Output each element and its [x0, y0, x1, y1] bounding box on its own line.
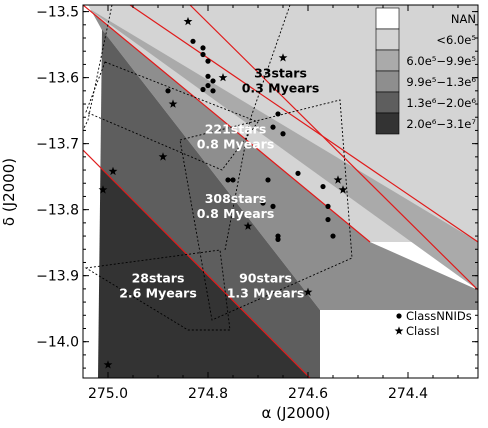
classnnid-point	[270, 203, 276, 209]
band-boundaries	[83, 5, 478, 378]
classnnid-point	[200, 86, 206, 93]
classnnid-point	[205, 58, 211, 64]
y-tick-label: −13.5	[36, 5, 79, 21]
region-label-5: 28stars 2.6 Myears	[119, 270, 197, 300]
classnnid-point	[190, 38, 196, 44]
legend: NAN <6.0e⁵ 6.0e⁵−9.9e⁵ 9.9e⁵−1.3e⁶ 1.3e⁶−2.0…	[375, 7, 476, 338]
classi-point	[218, 73, 228, 82]
legend-label: <6.0e⁵	[436, 33, 476, 47]
legend-swatch	[375, 112, 400, 135]
density-band-4	[83, 5, 320, 378]
classnnid-point	[205, 73, 211, 79]
legend-star-marker	[394, 326, 404, 335]
classnnid-point	[325, 203, 331, 209]
band-boundary-line	[83, 149, 311, 378]
density-band-3	[83, 5, 478, 310]
y-tick-label: −13.9	[36, 269, 79, 285]
classi-point	[338, 185, 348, 194]
region-labels: 33stars 0.3 Myears 221stars 0.8 Myears 308st…	[119, 66, 319, 301]
classnnid-point	[165, 88, 171, 94]
classnnid-point	[205, 82, 211, 89]
region-label-4: 90stars 1.3 Myears	[227, 270, 305, 300]
classnnid-point	[230, 177, 236, 183]
legend-series-label: ClassI	[406, 324, 440, 338]
survey-field-outlines	[83, 5, 353, 331]
classnnid-point	[265, 177, 271, 183]
region-label-3: 308stars 0.8 Myears	[197, 191, 275, 221]
band-boundary-line	[83, 5, 371, 243]
classnnid-point	[295, 170, 301, 176]
classnnid-point	[210, 78, 216, 84]
x-tick-label: 275.0	[88, 386, 128, 402]
classi-point	[303, 287, 313, 296]
classnnid-point	[260, 200, 266, 206]
classi-point	[278, 53, 288, 62]
classi-point	[168, 99, 178, 108]
classnnid-point	[270, 124, 276, 130]
x-tick-label: 274.4	[388, 386, 428, 402]
legend-label: 1.3e⁶−2.0e⁶	[406, 96, 476, 110]
nan-region	[320, 310, 478, 378]
legend-label: 2.0e⁶−3.1e⁷	[406, 117, 476, 131]
survey-field-outline	[83, 5, 113, 131]
classi-point	[98, 185, 108, 194]
classi-point	[103, 360, 113, 369]
region-label-2: 221stars 0.8 Myears	[197, 122, 275, 152]
survey-field-outline	[179, 99, 353, 321]
classnnid-point	[200, 51, 206, 58]
classnnid-point	[280, 131, 286, 137]
classnnid-point	[225, 177, 231, 183]
x-tick-label: 274.6	[288, 386, 328, 402]
legend-circle-marker	[396, 313, 402, 319]
survey-field-outline	[84, 249, 231, 331]
density-band-2	[83, 5, 478, 290]
y-tick-label: −13.6	[36, 71, 79, 87]
survey-field-outline	[85, 61, 259, 171]
band-boundary-line	[129, 5, 478, 243]
classnnid-point	[320, 183, 326, 190]
legend-swatch	[375, 49, 400, 72]
y-tick-label: −14.0	[36, 335, 79, 351]
legend-swatch	[375, 7, 400, 30]
classi-point	[158, 152, 168, 161]
x-tick-label: 274.8	[188, 386, 228, 402]
legend-label: NAN	[451, 12, 476, 26]
classnnid-point	[325, 216, 331, 223]
classi-point	[108, 166, 118, 176]
legend-series-label: ClassNNIDs	[406, 309, 472, 323]
classnnid-point	[330, 233, 336, 239]
legend-swatch	[375, 70, 400, 93]
band-boundary-line	[189, 5, 478, 291]
legend-label: 6.0e⁵−9.9e⁵	[406, 54, 476, 68]
survey-field-outline	[224, 5, 291, 251]
source-markers	[98, 16, 348, 369]
classnnid-point	[275, 236, 281, 242]
classnnid-point	[275, 111, 281, 117]
legend-swatch	[375, 91, 400, 114]
y-tick-label: −13.7	[36, 137, 79, 153]
legend-label: 9.9e⁵−1.3e⁶	[406, 75, 476, 89]
plot-frame	[82, 4, 479, 379]
legend-swatch	[375, 28, 400, 51]
nan-region	[83, 5, 102, 378]
classi-point	[183, 16, 193, 26]
region-label-1: 33stars 0.3 Myears	[242, 66, 320, 96]
classnnid-point	[200, 45, 206, 51]
classi-point	[243, 221, 253, 230]
axis-ticks: 275.0 274.8 274.6 274.4 −13.5 −13.6 −13.7 −13.8…	[36, 5, 478, 402]
classnnid-point	[210, 88, 216, 94]
x-axis-title: α (J2000)	[262, 404, 331, 422]
classi-point	[333, 175, 343, 184]
y-axis-title: δ (J2000)	[0, 158, 18, 226]
y-tick-label: −13.8	[36, 203, 79, 219]
